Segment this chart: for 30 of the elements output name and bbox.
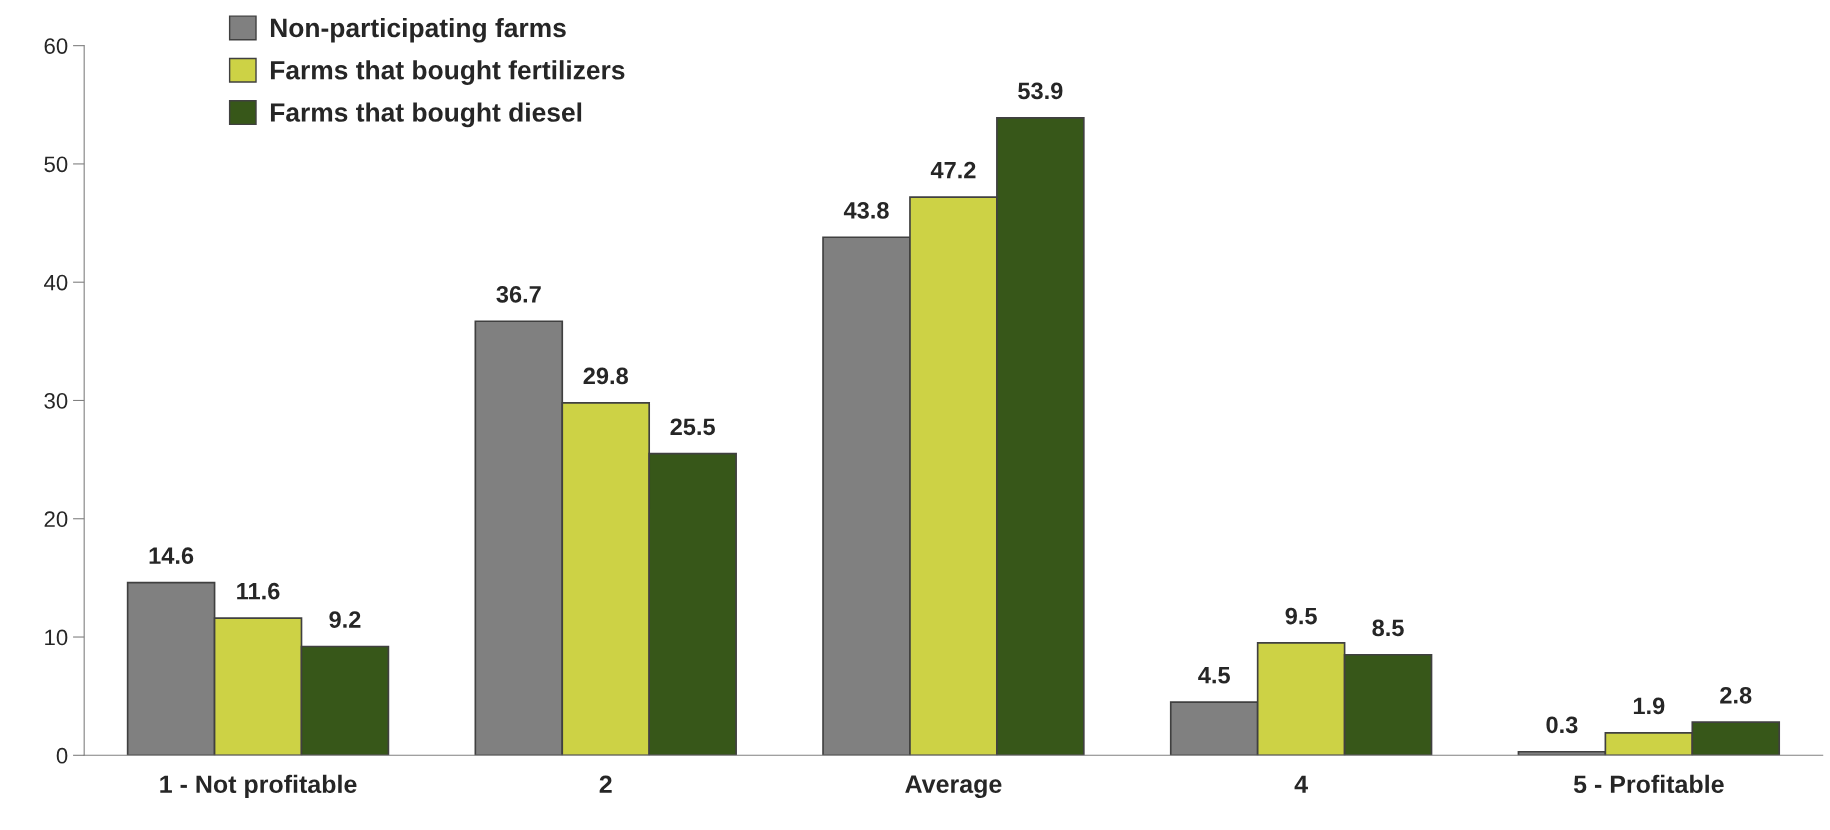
y-tick-label: 60 [44, 38, 68, 54]
data-label: 1.9 [1633, 697, 1665, 715]
data-label: 43.8 [843, 201, 889, 219]
x-tick-label: 5 - Profitable [1573, 774, 1724, 794]
x-tick-label: 2 [599, 775, 612, 793]
data-label: 11.6 [237, 582, 280, 600]
y-tick-label: 0 [56, 747, 68, 764]
data-label: 53.9 [1018, 82, 1063, 100]
x-tick-label: Average [905, 775, 1002, 799]
data-label: 14.6 [149, 547, 194, 565]
data-label: 9.2 [329, 611, 361, 628]
data-label: 29.8 [583, 367, 628, 385]
data-label: 36.7 [496, 285, 541, 303]
x-tick-label: 1 - Not profitable [160, 774, 357, 799]
y-tick-label: 50 [44, 156, 68, 173]
data-label: 4.5 [1198, 667, 1230, 684]
y-tick-label: 20 [44, 511, 68, 528]
y-tick-label: 30 [44, 393, 68, 409]
y-tick-label: 10 [45, 629, 68, 646]
data-label: 9.5 [1285, 607, 1317, 625]
data-label: 47.2 [930, 161, 976, 179]
legend-label: Farms that bought diesel [270, 102, 582, 128]
data-label: 2.8 [1720, 686, 1752, 704]
legend-label: Farms that bought fertilizers [270, 60, 625, 85]
legend-label: Non-participating farms [270, 17, 566, 43]
data-label: 8.5 [1372, 619, 1404, 637]
x-tick-label: 4 [1294, 775, 1308, 793]
data-label: 25.5 [670, 418, 715, 436]
y-tick-label: 40 [44, 274, 68, 291]
data-label: 0.3 [1546, 716, 1578, 734]
